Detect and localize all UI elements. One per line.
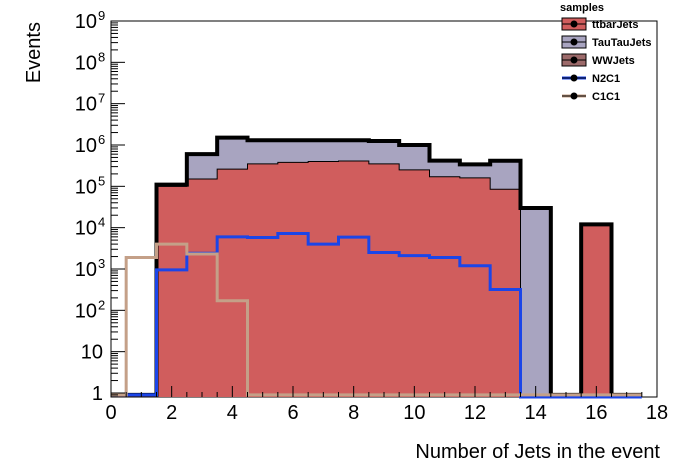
legend-marker xyxy=(570,56,578,64)
x-tick-label: 14 xyxy=(525,402,547,424)
y-tick-label: 10 xyxy=(75,176,97,198)
legend-entry-label: C1C1 xyxy=(592,91,620,103)
y-tick-exponent: 8 xyxy=(98,49,105,64)
legend-entry-label: ttbarJets xyxy=(592,19,638,31)
y-axis-title: Events xyxy=(23,22,45,83)
y-tick-exponent: 4 xyxy=(98,215,105,230)
y-tick-label: 10 xyxy=(75,300,97,322)
x-tick-label: 18 xyxy=(646,402,668,424)
x-tick-label: 2 xyxy=(166,402,177,424)
stack-fill-ttbarjets xyxy=(111,161,642,397)
stack-total-outline xyxy=(111,135,642,397)
y-tick-exponent: 7 xyxy=(98,91,105,106)
legend-header: samples xyxy=(560,2,604,14)
x-axis-title: Number of Jets in the event xyxy=(415,441,660,463)
legend-marker xyxy=(570,92,578,100)
x-tick-label: 16 xyxy=(585,402,607,424)
y-tick-exponent: 3 xyxy=(98,256,105,271)
y-tick-exponent: 2 xyxy=(98,297,105,312)
x-tick-label: 0 xyxy=(105,402,116,424)
stacked-histograms xyxy=(111,135,642,398)
legend: samples ttbarJets TauTauJets WWJets N2C1 C1C… xyxy=(560,2,652,103)
legend-entry-label: TauTauJets xyxy=(592,37,652,49)
x-tick-label: 4 xyxy=(227,402,238,424)
y-tick-label: 10 xyxy=(75,135,97,157)
y-tick-label: 10 xyxy=(75,52,97,74)
x-tick-label: 8 xyxy=(348,402,359,424)
y-tick-label: 1 xyxy=(92,383,103,405)
y-tick-label: 10 xyxy=(75,94,97,116)
legend-marker xyxy=(570,38,578,46)
y-tick-exponent: 9 xyxy=(98,8,105,23)
y-tick-exponent: 6 xyxy=(98,132,105,147)
legend-entry-label: N2C1 xyxy=(592,73,620,85)
legend-marker xyxy=(570,20,578,28)
y-tick-label: 10 xyxy=(75,218,97,240)
y-tick-label: 10 xyxy=(81,342,103,364)
legend-entry-label: WWJets xyxy=(592,55,635,67)
x-tick-label: 6 xyxy=(287,402,298,424)
legend-marker xyxy=(570,74,578,82)
x-tick-label: 12 xyxy=(464,402,486,424)
x-tick-label: 10 xyxy=(403,402,425,424)
y-tick-exponent: 5 xyxy=(98,173,105,188)
y-tick-label: 10 xyxy=(75,11,97,33)
y-tick-label: 10 xyxy=(75,259,97,281)
